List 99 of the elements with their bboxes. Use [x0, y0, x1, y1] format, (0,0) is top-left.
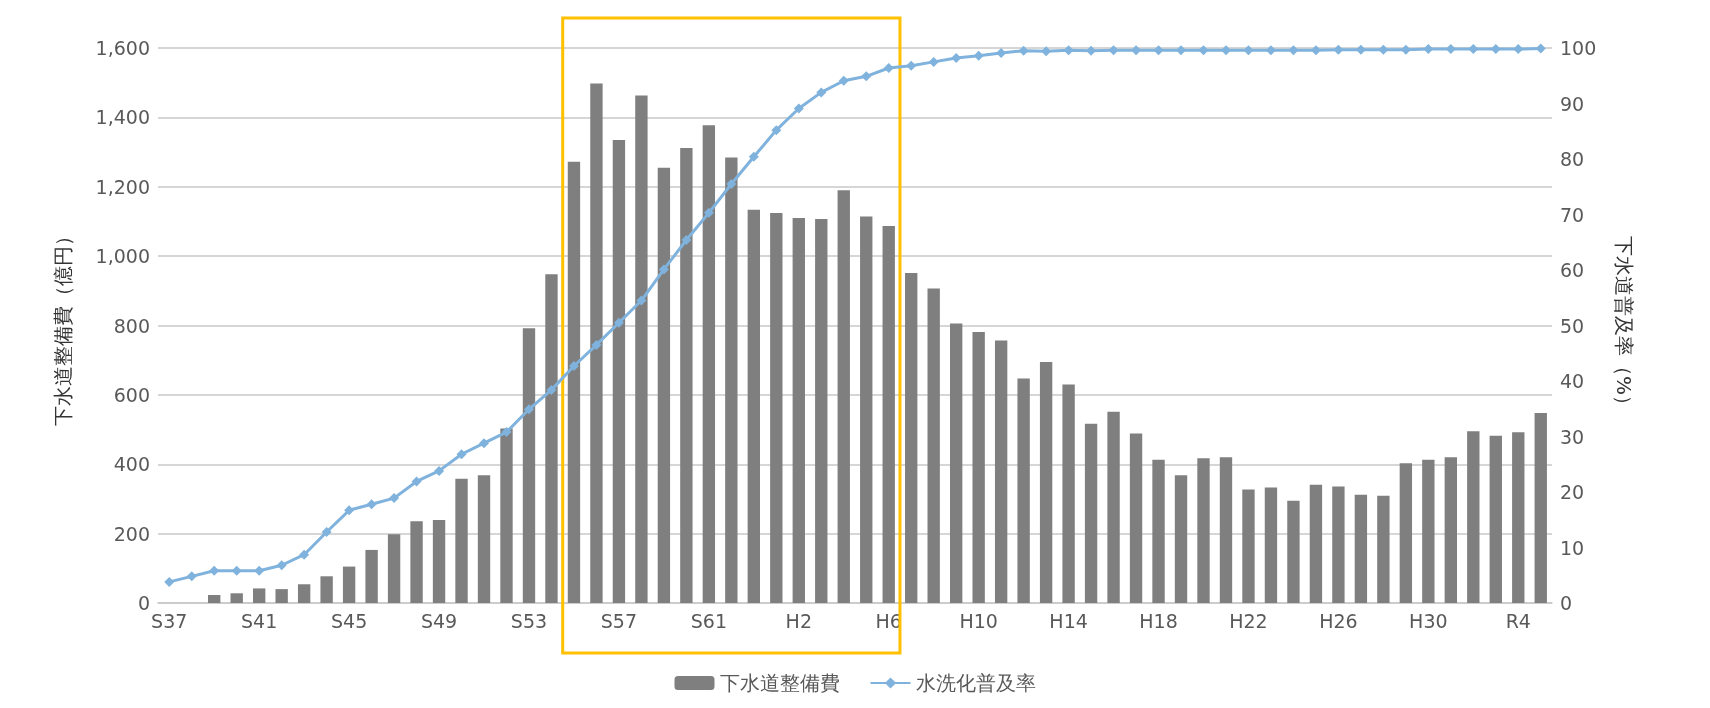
- bar: [837, 190, 850, 603]
- bar: [387, 534, 401, 603]
- y2-tick-label: 40: [1560, 370, 1585, 392]
- y-axis-title: 下水道整備費（億円）: [51, 225, 75, 426]
- bar: [500, 428, 513, 603]
- x-tick-label: H2: [785, 609, 812, 632]
- bar: [1534, 412, 1547, 603]
- bar: [567, 161, 581, 603]
- bar: [994, 340, 1008, 603]
- bar: [1174, 475, 1188, 603]
- bar: [680, 147, 693, 603]
- bar: [522, 328, 536, 603]
- bar: [747, 209, 761, 603]
- y2-tick-label: 60: [1560, 259, 1585, 281]
- y-tick-label: 1,400: [95, 106, 150, 129]
- bar: [432, 520, 446, 603]
- y-tick-label: 400: [113, 453, 150, 476]
- bar: [702, 125, 716, 603]
- bar: [657, 167, 671, 603]
- x-tick-label: H14: [1049, 609, 1088, 632]
- bar: [792, 217, 805, 603]
- bar: [1062, 384, 1075, 603]
- y-tick-label: 200: [113, 522, 150, 545]
- y-tick-label: 1,000: [95, 245, 150, 268]
- y2-tick-label: 70: [1560, 203, 1585, 226]
- bar: [1039, 361, 1053, 603]
- x-tick-label: R4: [1505, 609, 1531, 632]
- bar: [1377, 495, 1390, 603]
- bar: [1444, 457, 1458, 603]
- bar: [1489, 435, 1502, 603]
- bar: [1219, 457, 1233, 603]
- bar: [1107, 411, 1120, 603]
- x-tick-label: S37: [151, 609, 188, 632]
- legend-label: 下水道整備費: [719, 671, 840, 695]
- x-tick-label: S41: [241, 609, 278, 632]
- bar: [1287, 500, 1300, 603]
- bar: [635, 95, 648, 603]
- bar: [1512, 432, 1525, 603]
- bar: [612, 139, 626, 603]
- bar: [410, 521, 423, 603]
- y-tick-label: 600: [113, 383, 150, 406]
- y2-tick-label: 100: [1560, 37, 1597, 59]
- x-tick-label: S53: [510, 609, 548, 632]
- bar: [1354, 494, 1368, 603]
- bar: [297, 584, 311, 603]
- bar: [545, 274, 558, 603]
- bar: [455, 478, 468, 603]
- y2-tick-label: 20: [1560, 481, 1585, 503]
- bar: [1084, 423, 1098, 603]
- y-tick-label: 1,600: [95, 37, 150, 59]
- bar: [905, 273, 918, 603]
- bar: [365, 549, 378, 603]
- bar: [1399, 463, 1413, 603]
- y-tick-label: 0: [137, 592, 150, 614]
- bar: [1422, 459, 1435, 603]
- y-tick-label: 1,200: [95, 175, 150, 198]
- x-tick-label: S49: [420, 609, 458, 632]
- x-tick-label: H10: [959, 609, 998, 632]
- bar: [320, 576, 333, 603]
- x-tick-label: S57: [600, 609, 638, 632]
- bar: [882, 225, 895, 603]
- x-tick-label: H22: [1229, 609, 1268, 632]
- bar: [477, 475, 491, 603]
- bar: [972, 332, 985, 603]
- bar: [815, 219, 828, 603]
- bar: [1129, 433, 1143, 603]
- bar: [342, 566, 356, 603]
- bar: [1152, 459, 1165, 603]
- bar: [949, 323, 963, 603]
- y2-tick-label: 30: [1560, 425, 1585, 448]
- bar: [1017, 378, 1030, 603]
- bar: [1242, 489, 1255, 603]
- bar: [252, 588, 266, 603]
- legend-label: 水洗化普及率: [915, 671, 1036, 695]
- y2-tick-label: 80: [1560, 148, 1585, 170]
- y2-tick-label: 10: [1560, 536, 1585, 559]
- y2-tick-label: 90: [1560, 92, 1585, 115]
- bar: [770, 213, 783, 603]
- x-tick-label: H18: [1139, 609, 1178, 632]
- bar: [590, 83, 603, 603]
- y2-tick-label: 50: [1560, 314, 1585, 337]
- bar: [725, 157, 738, 603]
- y2-axis-title: 下水道普及率（%）: [1612, 235, 1636, 416]
- bar: [860, 216, 873, 603]
- y2-tick-label: 0: [1560, 592, 1573, 614]
- y-tick-label: 800: [113, 314, 150, 337]
- bar: [1197, 458, 1210, 603]
- x-tick-label: H30: [1409, 609, 1448, 632]
- bar: [927, 288, 940, 603]
- bar: [275, 589, 288, 603]
- x-tick-label: H26: [1319, 609, 1358, 632]
- bar: [1309, 484, 1323, 603]
- x-tick-label: S45: [330, 609, 368, 632]
- bar: [1467, 431, 1480, 603]
- bar: [230, 593, 243, 603]
- x-tick-label: S61: [690, 609, 727, 632]
- bar: [208, 595, 221, 603]
- bar: [1332, 486, 1345, 603]
- bar: [1264, 487, 1278, 603]
